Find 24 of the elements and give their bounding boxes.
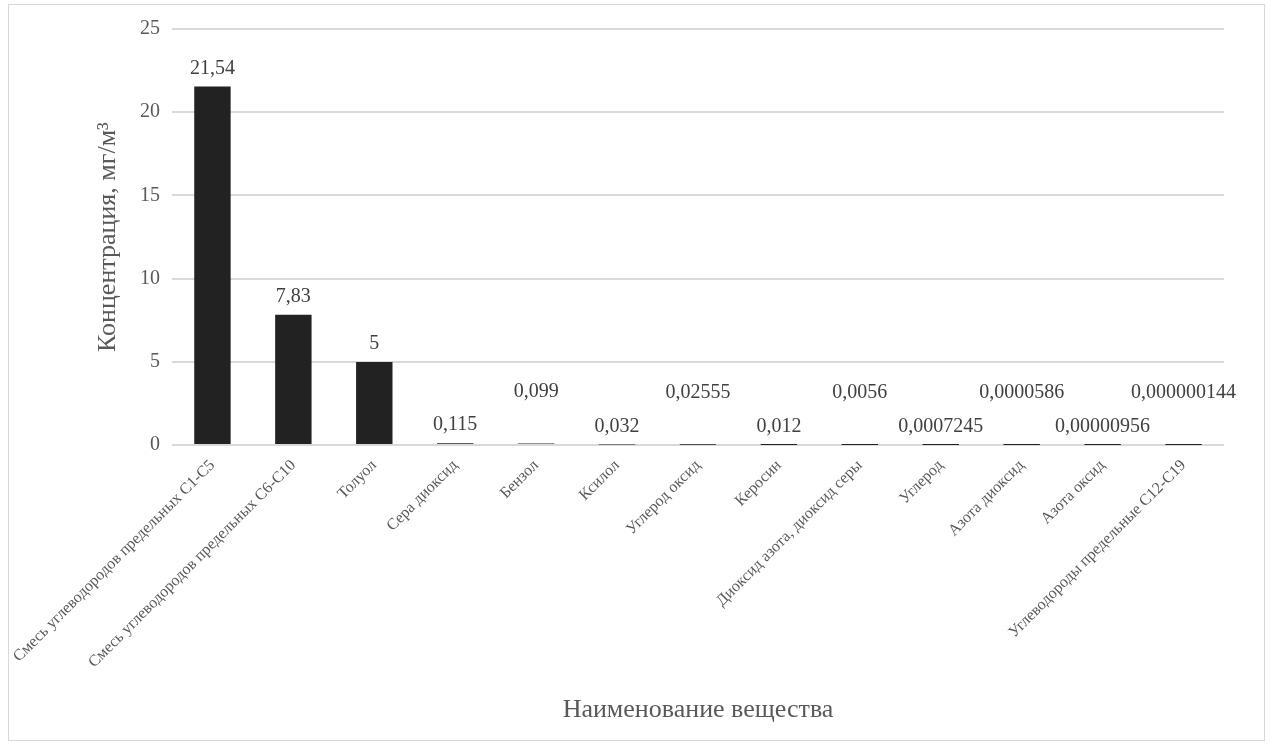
data-label: 5 (369, 331, 380, 354)
data-label: 0,012 (756, 414, 802, 437)
y-axis-title: Концентрация, мг/м³ (92, 121, 122, 353)
data-label: 0,115 (433, 412, 478, 435)
x-axis-title: Наименование вещества (562, 694, 834, 724)
y-tick-label: 5 (149, 349, 160, 372)
bar (194, 86, 231, 445)
data-label: 0,032 (594, 413, 640, 436)
data-label: 0,0007245 (898, 414, 984, 437)
data-label: 0,00000956 (1055, 414, 1151, 437)
y-tick-label: 15 (139, 182, 160, 205)
y-tick-label: 25 (139, 16, 160, 39)
y-tick-label: 20 (139, 99, 160, 122)
bar (356, 361, 393, 445)
data-label: 0,0056 (832, 380, 888, 403)
data-label: 21,54 (189, 55, 235, 78)
data-label: 0,02555 (665, 379, 731, 402)
data-label: 7,83 (275, 284, 311, 307)
data-label: 0,0000586 (979, 380, 1065, 403)
bar (275, 314, 312, 445)
y-tick-label: 10 (139, 265, 160, 288)
data-label: 0,099 (513, 378, 559, 401)
y-tick-label: 0 (149, 432, 160, 455)
data-label: 0,000000144 (1131, 380, 1237, 403)
